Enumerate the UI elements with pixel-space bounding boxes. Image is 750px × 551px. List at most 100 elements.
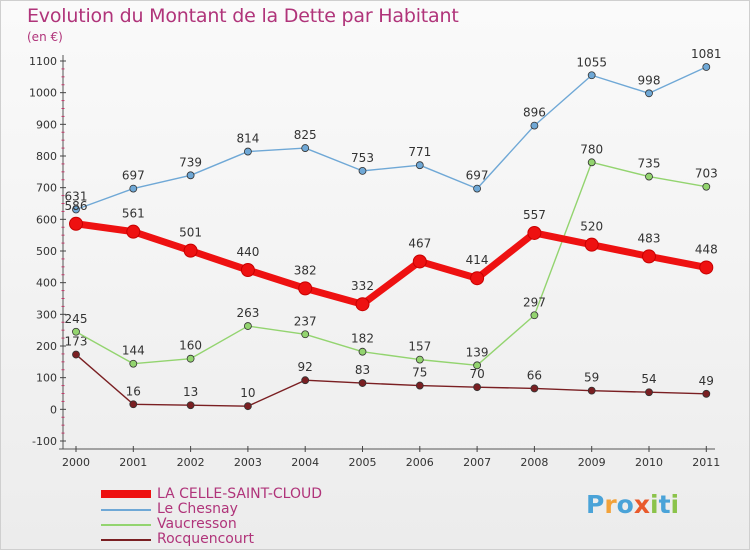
data-label-rocquencourt: 49 <box>699 374 714 388</box>
chart-title: Evolution du Montant de la Dette par Hab… <box>27 5 459 27</box>
legend-label-rocquencourt: Rocquencourt <box>157 531 254 547</box>
data-label-le-chesnay: 896 <box>523 106 546 120</box>
data-point-rocquencourt <box>301 376 310 385</box>
legend-swatch-la-celle-saint-cloud <box>101 490 151 498</box>
data-label-vaucresson: 245 <box>65 312 88 326</box>
data-point-la-celle-saint-cloud <box>355 297 370 312</box>
data-label-vaucresson: 735 <box>638 157 661 171</box>
data-label-le-chesnay: 739 <box>179 155 202 169</box>
data-label-la-celle-saint-cloud: 561 <box>122 207 145 221</box>
logo-letter: x <box>633 490 650 519</box>
y-tick-label: -100 <box>32 435 57 448</box>
y-tick-label: 500 <box>36 245 57 258</box>
data-point-vaucresson <box>415 355 424 364</box>
data-point-le-chesnay <box>587 71 596 80</box>
data-point-rocquencourt <box>186 401 195 410</box>
logo-letter: r <box>604 490 617 519</box>
data-label-vaucresson: 144 <box>122 344 145 358</box>
logo-letter: P <box>586 490 605 519</box>
data-label-la-celle-saint-cloud: 520 <box>580 220 603 234</box>
legend-item-le-chesnay: Le Chesnay <box>101 501 421 517</box>
series-line-vaucresson <box>75 161 707 367</box>
data-point-la-celle-saint-cloud <box>240 263 255 277</box>
data-point-rocquencourt <box>358 379 367 387</box>
data-point-vaucresson <box>358 347 367 356</box>
data-label-le-chesnay: 771 <box>408 145 431 159</box>
logo-letter: i <box>650 490 659 519</box>
data-label-rocquencourt: 59 <box>584 371 599 385</box>
series-line-rocquencourt <box>75 354 707 407</box>
x-tick-label: 2001 <box>119 456 147 469</box>
x-tick-label: 2005 <box>349 456 377 469</box>
data-point-rocquencourt <box>243 402 252 411</box>
data-label-le-chesnay: 697 <box>466 169 489 183</box>
data-label-rocquencourt: 173 <box>65 335 88 349</box>
data-label-rocquencourt: 92 <box>298 360 313 374</box>
data-label-rocquencourt: 70 <box>469 367 484 381</box>
data-point-rocquencourt <box>645 388 653 397</box>
chart-subtitle: (en €) <box>27 30 63 44</box>
legend-swatch-le-chesnay <box>101 509 151 511</box>
y-tick-label: 800 <box>36 150 57 163</box>
data-point-la-celle-saint-cloud <box>412 254 427 269</box>
data-label-le-chesnay: 814 <box>236 132 259 146</box>
data-label-vaucresson: 780 <box>580 142 603 156</box>
data-label-la-celle-saint-cloud: 483 <box>638 231 661 245</box>
x-tick-label: 2008 <box>520 456 548 469</box>
data-point-le-chesnay <box>415 161 424 170</box>
x-tick-label: 2004 <box>291 456 319 469</box>
series-line-le-chesnay <box>75 66 707 211</box>
y-tick-label: 700 <box>36 182 57 195</box>
legend-label-le-chesnay: Le Chesnay <box>157 501 238 517</box>
x-tick-label: 2010 <box>635 456 663 469</box>
legend-swatch-rocquencourt <box>101 539 151 541</box>
data-label-rocquencourt: 10 <box>240 386 255 400</box>
data-point-le-chesnay <box>702 63 711 71</box>
data-label-vaucresson: 139 <box>466 345 489 359</box>
data-label-la-celle-saint-cloud: 557 <box>523 208 546 222</box>
data-point-la-celle-saint-cloud <box>69 216 83 231</box>
legend-item-vaucresson: Vaucresson <box>101 516 421 532</box>
data-label-rocquencourt: 66 <box>527 368 542 382</box>
data-label-vaucresson: 182 <box>351 332 374 346</box>
data-point-rocquencourt <box>415 381 424 390</box>
data-label-la-celle-saint-cloud: 414 <box>466 253 489 267</box>
data-label-le-chesnay: 631 <box>65 190 88 204</box>
data-label-le-chesnay: 998 <box>638 73 661 87</box>
data-point-rocquencourt <box>530 384 539 393</box>
data-label-la-celle-saint-cloud: 382 <box>294 263 317 277</box>
data-label-rocquencourt: 13 <box>183 385 198 399</box>
data-label-le-chesnay: 1081 <box>691 47 722 61</box>
x-tick-label: 2000 <box>62 456 90 469</box>
data-label-vaucresson: 160 <box>179 339 202 353</box>
data-point-le-chesnay <box>358 166 367 175</box>
data-point-la-celle-saint-cloud <box>298 281 313 296</box>
data-point-vaucresson <box>129 359 138 368</box>
data-point-vaucresson <box>530 311 539 320</box>
y-tick-label: 400 <box>36 277 57 290</box>
data-point-vaucresson <box>645 172 653 181</box>
data-label-vaucresson: 237 <box>294 314 317 328</box>
data-point-vaucresson <box>301 330 310 339</box>
data-point-le-chesnay <box>243 147 252 156</box>
data-point-rocquencourt <box>473 383 482 392</box>
data-point-le-chesnay <box>530 121 539 130</box>
logo-letter: i <box>670 490 680 519</box>
data-point-vaucresson <box>587 158 596 167</box>
data-label-la-celle-saint-cloud: 440 <box>236 245 259 259</box>
data-point-le-chesnay <box>72 205 80 214</box>
x-tick-label: 2009 <box>578 456 606 469</box>
legend: LA CELLE-SAINT-CLOUD Le Chesnay Vaucress… <box>101 486 421 547</box>
data-point-la-celle-saint-cloud <box>527 225 542 240</box>
data-label-rocquencourt: 75 <box>412 366 427 380</box>
data-label-vaucresson: 263 <box>236 306 259 320</box>
y-tick-label: 600 <box>36 213 57 226</box>
data-label-vaucresson: 703 <box>695 167 718 181</box>
data-point-la-celle-saint-cloud <box>699 260 714 275</box>
legend-label-vaucresson: Vaucresson <box>157 516 237 532</box>
y-tick-label: 0 <box>50 403 57 416</box>
data-label-la-celle-saint-cloud: 448 <box>695 242 718 256</box>
data-label-le-chesnay: 697 <box>122 169 145 183</box>
